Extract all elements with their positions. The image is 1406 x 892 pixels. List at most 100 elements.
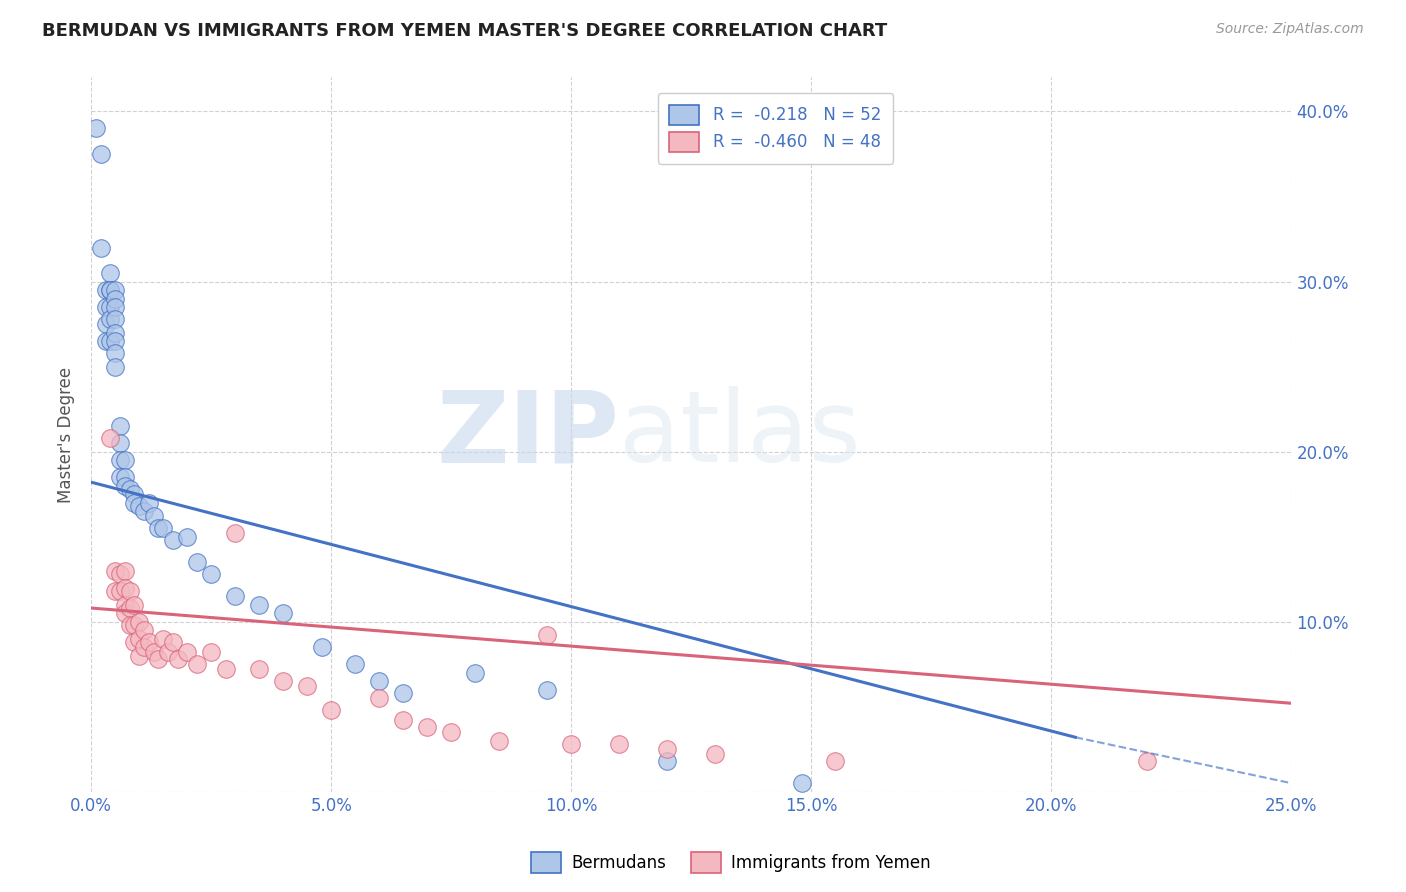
Point	[536, 628, 558, 642]
Point	[90, 240, 112, 254]
Text: Source: ZipAtlas.com: Source: ZipAtlas.com	[1216, 22, 1364, 37]
Point	[132, 623, 155, 637]
Point	[392, 686, 415, 700]
Point	[128, 499, 150, 513]
Point	[132, 640, 155, 655]
Point	[657, 754, 679, 768]
Point	[104, 292, 127, 306]
Point	[176, 530, 198, 544]
Point	[488, 733, 510, 747]
Point	[124, 635, 146, 649]
Point	[132, 504, 155, 518]
Point	[114, 453, 136, 467]
Legend: Bermudans, Immigrants from Yemen: Bermudans, Immigrants from Yemen	[524, 846, 938, 880]
Point	[118, 482, 141, 496]
Point	[200, 645, 222, 659]
Point	[607, 737, 630, 751]
Point	[247, 598, 270, 612]
Point	[560, 737, 582, 751]
Point	[368, 674, 391, 689]
Point	[108, 436, 131, 450]
Point	[186, 555, 208, 569]
Point	[311, 640, 333, 655]
Point	[124, 487, 146, 501]
Point	[108, 567, 131, 582]
Point	[98, 266, 121, 280]
Point	[166, 652, 188, 666]
Text: ZIP: ZIP	[436, 386, 619, 483]
Point	[148, 652, 170, 666]
Point	[104, 326, 127, 340]
Point	[118, 618, 141, 632]
Point	[94, 334, 117, 348]
Point	[98, 334, 121, 348]
Point	[124, 495, 146, 509]
Point	[790, 776, 813, 790]
Point	[295, 679, 318, 693]
Point	[142, 645, 165, 659]
Point	[392, 713, 415, 727]
Point	[114, 478, 136, 492]
Point	[128, 632, 150, 646]
Point	[104, 346, 127, 360]
Point	[124, 618, 146, 632]
Point	[104, 312, 127, 326]
Point	[186, 657, 208, 672]
Point	[138, 495, 160, 509]
Point	[321, 703, 343, 717]
Point	[104, 584, 127, 599]
Text: BERMUDAN VS IMMIGRANTS FROM YEMEN MASTER'S DEGREE CORRELATION CHART: BERMUDAN VS IMMIGRANTS FROM YEMEN MASTER…	[42, 22, 887, 40]
Point	[224, 589, 246, 603]
Point	[108, 419, 131, 434]
Point	[440, 725, 463, 739]
Point	[114, 606, 136, 620]
Legend: R =  -0.218   N = 52, R =  -0.460   N = 48: R = -0.218 N = 52, R = -0.460 N = 48	[658, 93, 893, 163]
Point	[108, 453, 131, 467]
Point	[104, 359, 127, 374]
Point	[156, 645, 179, 659]
Point	[176, 645, 198, 659]
Point	[104, 283, 127, 297]
Point	[152, 632, 174, 646]
Point	[657, 742, 679, 756]
Point	[98, 300, 121, 314]
Point	[148, 521, 170, 535]
Point	[104, 564, 127, 578]
Point	[704, 747, 727, 762]
Point	[114, 470, 136, 484]
Point	[104, 300, 127, 314]
Point	[162, 635, 184, 649]
Point	[824, 754, 846, 768]
Point	[108, 584, 131, 599]
Point	[368, 691, 391, 706]
Point	[162, 533, 184, 547]
Point	[271, 674, 294, 689]
Point	[142, 509, 165, 524]
Point	[536, 682, 558, 697]
Point	[104, 334, 127, 348]
Point	[98, 283, 121, 297]
Point	[128, 648, 150, 663]
Point	[108, 470, 131, 484]
Point	[138, 635, 160, 649]
Point	[98, 283, 121, 297]
Point	[98, 312, 121, 326]
Text: atlas: atlas	[619, 386, 860, 483]
Point	[214, 662, 236, 676]
Point	[94, 283, 117, 297]
Point	[344, 657, 367, 672]
Point	[271, 606, 294, 620]
Point	[128, 615, 150, 629]
Point	[114, 581, 136, 595]
Point	[114, 564, 136, 578]
Point	[152, 521, 174, 535]
Point	[118, 584, 141, 599]
Point	[94, 317, 117, 331]
Point	[464, 665, 486, 680]
Point	[90, 147, 112, 161]
Point	[94, 300, 117, 314]
Point	[224, 526, 246, 541]
Point	[416, 720, 439, 734]
Point	[98, 431, 121, 445]
Point	[124, 598, 146, 612]
